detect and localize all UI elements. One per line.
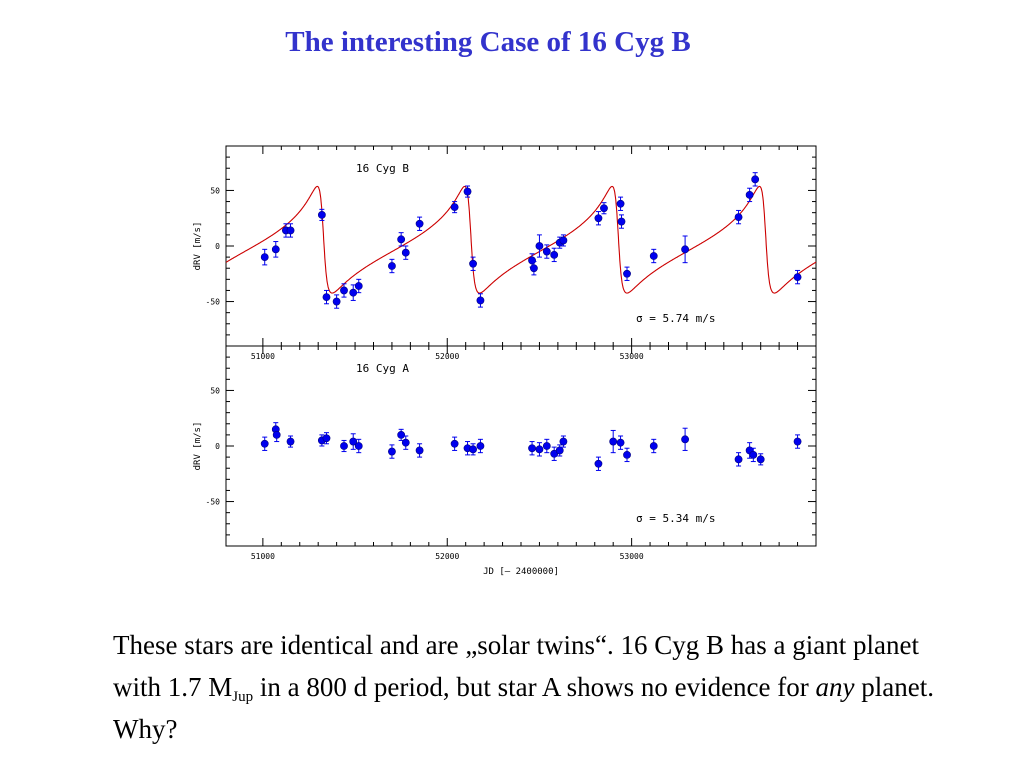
slide-title: The interesting Case of 16 Cyg B bbox=[285, 26, 691, 58]
panel-label-bottom: 16 Cyg A bbox=[356, 362, 409, 375]
data-point-top bbox=[415, 219, 424, 228]
data-point-bottom bbox=[542, 442, 551, 450]
data-point-bottom bbox=[388, 447, 396, 456]
data-point-top bbox=[388, 262, 396, 270]
data-point-bottom bbox=[286, 437, 295, 446]
data-point-top bbox=[600, 204, 608, 213]
data-point-top bbox=[623, 269, 631, 278]
data-point-top bbox=[751, 175, 760, 184]
data-point-top bbox=[528, 256, 536, 265]
data-point-bottom bbox=[528, 444, 536, 453]
data-point-top bbox=[286, 226, 295, 235]
data-point-top bbox=[476, 296, 485, 305]
y-axis-label-top: dRV [m/s] bbox=[193, 222, 203, 271]
data-point-bottom bbox=[623, 450, 631, 459]
data-point-bottom bbox=[349, 437, 358, 446]
data-point-top bbox=[559, 236, 568, 245]
data-point-top bbox=[450, 203, 459, 212]
data-point-top bbox=[530, 264, 538, 273]
panel-frame-top bbox=[225, 145, 817, 347]
data-point-top bbox=[535, 242, 544, 250]
rv-figure: 50 0 -50 51000 52000 53000 dRV [m/s] 16 Cyg B σ … bbox=[193, 145, 817, 577]
y-tick-label-top: -50 bbox=[206, 298, 221, 307]
x-tick-label-top: 52000 bbox=[435, 352, 459, 361]
data-point-bottom bbox=[476, 442, 485, 450]
y-tick-label-top: 0 bbox=[215, 242, 220, 251]
data-point-bottom bbox=[681, 435, 689, 444]
data-point-bottom bbox=[450, 439, 459, 448]
data-point-bottom bbox=[594, 459, 603, 468]
x-tick-label-bottom: 53000 bbox=[620, 552, 644, 561]
data-point-bottom bbox=[734, 455, 743, 464]
body-text: These stars are identical and are „solar… bbox=[113, 624, 953, 750]
panel-label-top: 16 Cyg B bbox=[356, 162, 409, 175]
data-point-top bbox=[349, 288, 358, 297]
x-tick-label-bottom: 52000 bbox=[435, 552, 459, 561]
data-point-bottom bbox=[469, 445, 477, 454]
data-point-bottom bbox=[649, 442, 658, 450]
sigma-annotation-top: σ = 5.74 m/s bbox=[636, 312, 715, 325]
data-point-top bbox=[649, 252, 658, 260]
data-point-bottom bbox=[260, 439, 269, 448]
data-point-bottom bbox=[415, 446, 424, 455]
data-point-top bbox=[550, 250, 559, 259]
data-point-top bbox=[594, 214, 603, 223]
data-point-bottom bbox=[616, 438, 625, 447]
data-point-top bbox=[397, 235, 406, 244]
data-point-top bbox=[340, 286, 348, 295]
data-point-top bbox=[271, 245, 280, 254]
y-tick-label-bottom: 50 bbox=[210, 386, 220, 395]
data-point-bottom bbox=[756, 455, 765, 464]
data-point-top bbox=[734, 213, 743, 222]
body-text-part2: in a 800 d period, but star A shows no e… bbox=[253, 672, 816, 702]
y-tick-label-bottom: 0 bbox=[215, 442, 220, 451]
data-point-bottom bbox=[354, 442, 363, 450]
body-text-emphasis: any bbox=[815, 672, 855, 702]
data-point-top bbox=[793, 273, 802, 282]
data-point-top bbox=[317, 210, 326, 219]
data-point-top bbox=[469, 259, 477, 268]
data-point-bottom bbox=[340, 442, 348, 450]
data-point-bottom bbox=[272, 430, 281, 439]
x-tick-label-bottom: 51000 bbox=[251, 552, 275, 561]
data-point-top bbox=[332, 297, 341, 306]
data-point-top bbox=[745, 190, 754, 199]
data-point-top bbox=[260, 253, 269, 262]
data-point-bottom bbox=[401, 438, 410, 447]
data-point-bottom bbox=[397, 430, 406, 439]
x-axis-label: JD [– 2400000] bbox=[483, 567, 559, 577]
data-point-bottom bbox=[609, 437, 618, 446]
data-point-bottom bbox=[535, 445, 544, 454]
data-point-top bbox=[616, 199, 625, 208]
data-point-bottom bbox=[559, 437, 568, 446]
body-text-subscript: Jup bbox=[232, 689, 254, 705]
data-point-top bbox=[463, 187, 472, 196]
body-text-part3: planet. Why? bbox=[113, 672, 934, 744]
sigma-annotation-bottom: σ = 5.34 m/s bbox=[636, 512, 715, 525]
data-point-top bbox=[542, 247, 551, 256]
body-text-part1: These stars are identical and are „solar… bbox=[113, 630, 919, 702]
panel-frame-bottom bbox=[225, 345, 817, 547]
data-point-top bbox=[401, 248, 410, 257]
data-point-top bbox=[681, 245, 689, 254]
data-point-top bbox=[617, 217, 626, 226]
y-tick-label-top: 50 bbox=[210, 186, 220, 195]
data-point-bottom bbox=[555, 446, 564, 455]
data-point-bottom bbox=[749, 450, 758, 459]
fit-curve-top bbox=[225, 185, 817, 294]
y-tick-label-bottom: -50 bbox=[206, 498, 221, 507]
x-tick-label-top: 53000 bbox=[620, 352, 644, 361]
data-point-top bbox=[322, 293, 331, 302]
data-point-top bbox=[354, 282, 363, 290]
data-point-bottom bbox=[322, 434, 331, 443]
data-point-bottom bbox=[793, 437, 802, 446]
y-axis-label-bottom: dRV [m/s] bbox=[193, 422, 203, 471]
x-tick-label-top: 51000 bbox=[251, 352, 275, 361]
